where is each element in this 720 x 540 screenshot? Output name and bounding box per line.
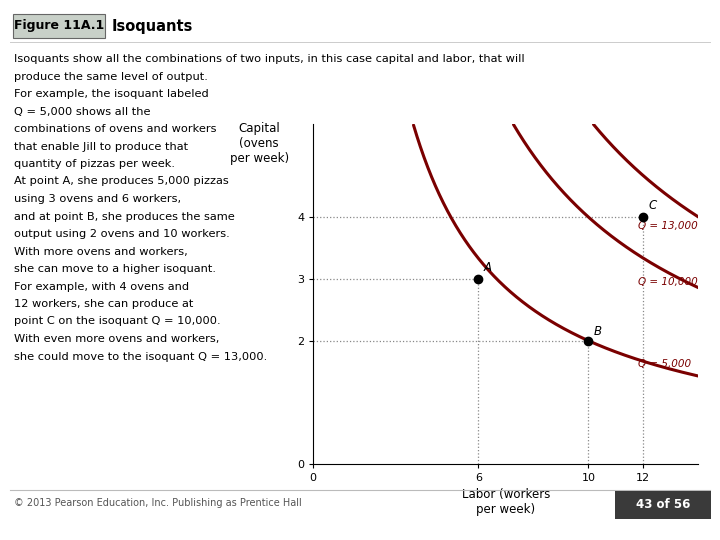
Text: Figure 11A.1: Figure 11A.1 xyxy=(14,19,104,32)
Text: A: A xyxy=(484,261,492,274)
Text: For example, with 4 ovens and: For example, with 4 ovens and xyxy=(14,281,189,292)
FancyBboxPatch shape xyxy=(615,491,711,519)
Text: combinations of ovens and workers: combinations of ovens and workers xyxy=(14,124,217,134)
X-axis label: Labor (workers
per week): Labor (workers per week) xyxy=(462,488,550,516)
Text: Q = 10,000: Q = 10,000 xyxy=(638,277,698,287)
Text: Isoquants show all the combinations of two inputs, in this case capital and labo: Isoquants show all the combinations of t… xyxy=(14,54,525,64)
Text: she could move to the isoquant Q = 13,000.: she could move to the isoquant Q = 13,00… xyxy=(14,352,267,361)
Text: © 2013 Pearson Education, Inc. Publishing as Prentice Hall: © 2013 Pearson Education, Inc. Publishin… xyxy=(14,498,302,508)
Text: 12 workers, she can produce at: 12 workers, she can produce at xyxy=(14,299,194,309)
Text: output using 2 ovens and 10 workers.: output using 2 ovens and 10 workers. xyxy=(14,229,230,239)
Text: C: C xyxy=(649,199,657,212)
Text: quantity of pizzas per week.: quantity of pizzas per week. xyxy=(14,159,175,169)
Text: For example, the isoquant labeled: For example, the isoquant labeled xyxy=(14,89,209,99)
Text: Q = 5,000: Q = 5,000 xyxy=(638,359,691,369)
Text: Q = 5,000 shows all the: Q = 5,000 shows all the xyxy=(14,106,150,117)
Text: With more ovens and workers,: With more ovens and workers, xyxy=(14,246,188,256)
Text: that enable Jill to produce that: that enable Jill to produce that xyxy=(14,141,188,152)
Y-axis label: Capital
(ovens
per week): Capital (ovens per week) xyxy=(230,122,289,165)
Text: Isoquants: Isoquants xyxy=(112,18,194,33)
Text: 43 of 56: 43 of 56 xyxy=(636,498,690,511)
Text: produce the same level of output.: produce the same level of output. xyxy=(14,71,208,82)
Text: B: B xyxy=(594,325,602,338)
Text: point C on the isoquant Q = 10,000.: point C on the isoquant Q = 10,000. xyxy=(14,316,220,327)
Text: using 3 ovens and 6 workers,: using 3 ovens and 6 workers, xyxy=(14,194,181,204)
Text: At point A, she produces 5,000 pizzas: At point A, she produces 5,000 pizzas xyxy=(14,177,229,186)
Text: she can move to a higher isoquant.: she can move to a higher isoquant. xyxy=(14,264,216,274)
Text: and at point B, she produces the same: and at point B, she produces the same xyxy=(14,212,235,221)
FancyBboxPatch shape xyxy=(13,14,105,38)
Text: Q = 13,000: Q = 13,000 xyxy=(638,221,698,231)
Text: With even more ovens and workers,: With even more ovens and workers, xyxy=(14,334,220,344)
